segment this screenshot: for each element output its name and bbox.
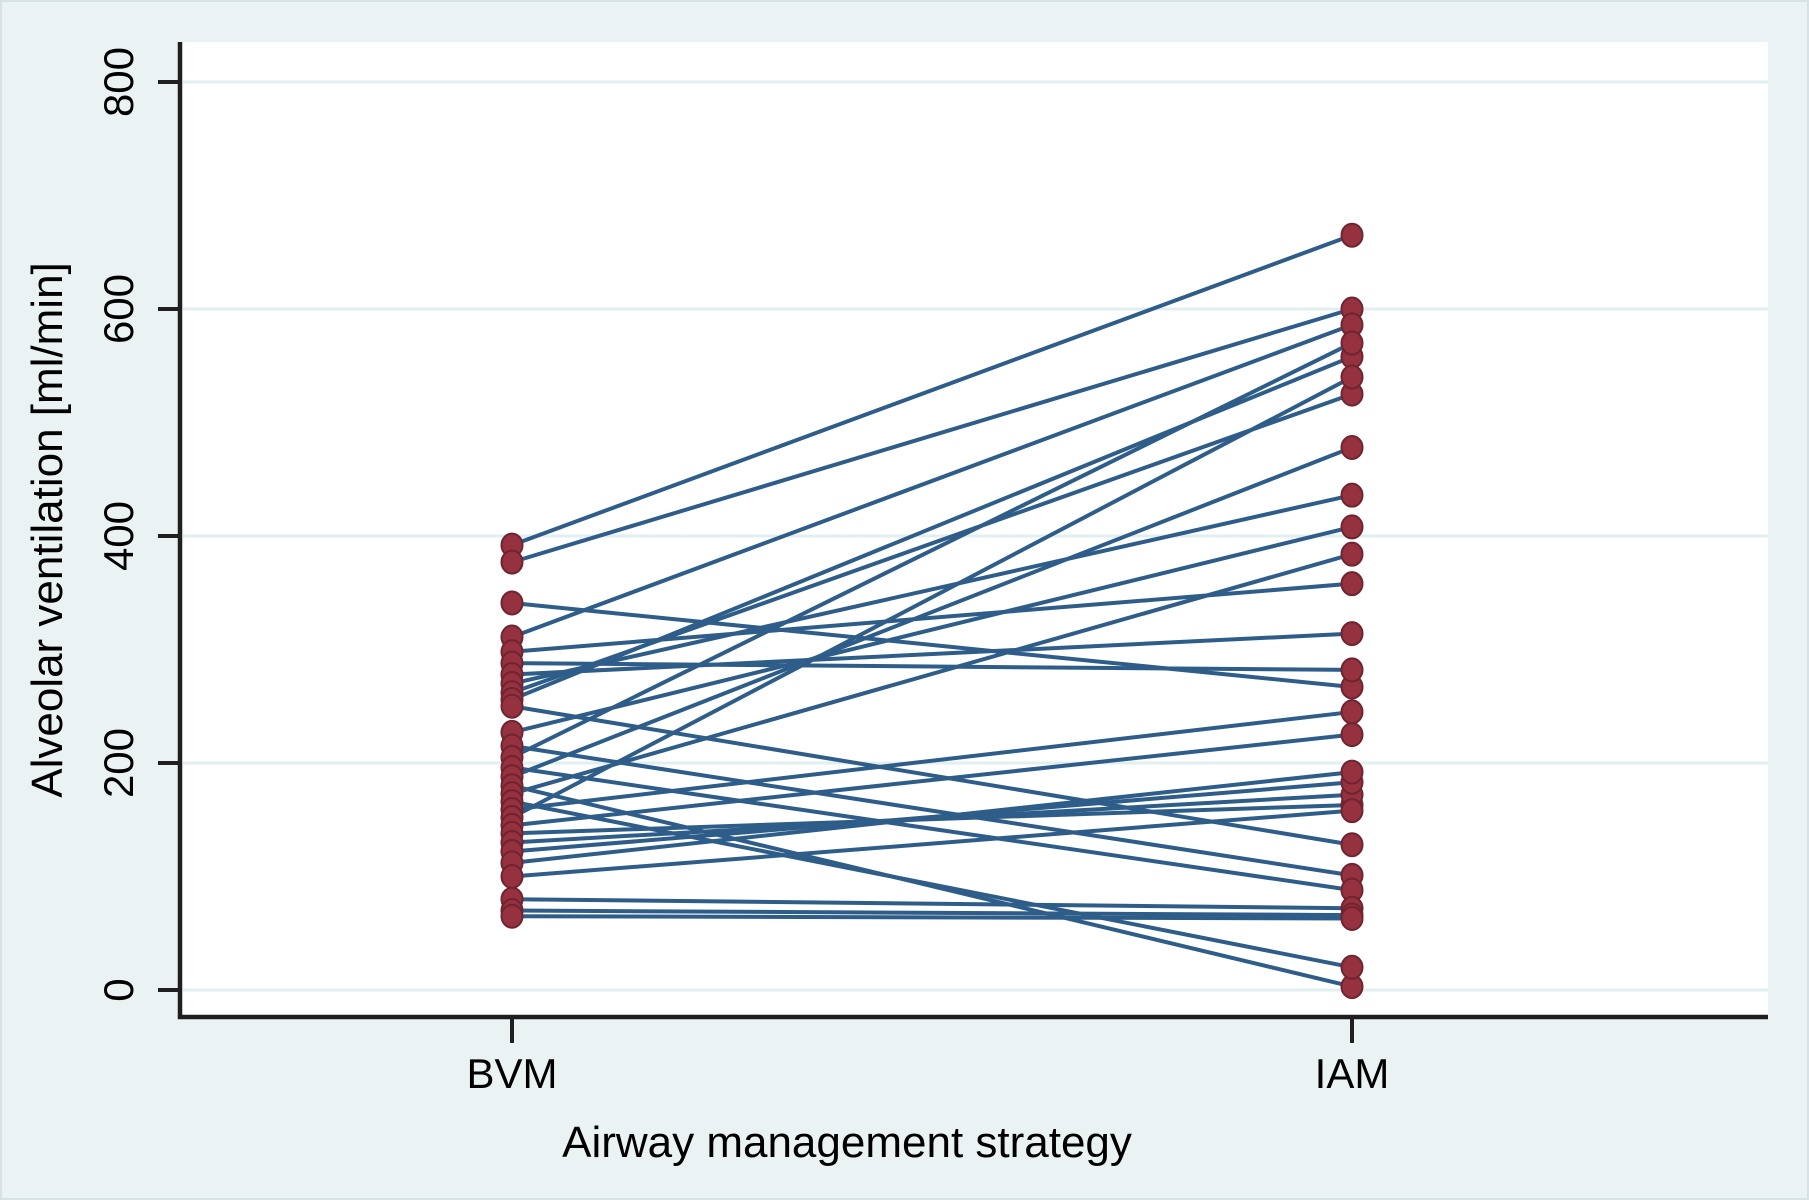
axes-layer bbox=[158, 42, 1768, 1043]
pair-line bbox=[510, 661, 1354, 672]
pair-line bbox=[510, 341, 1354, 760]
pair-line bbox=[510, 709, 1354, 812]
y-axis-title: Alveolar ventilation [ml/min] bbox=[23, 262, 72, 798]
pair-line bbox=[510, 743, 1354, 878]
data-point-iam bbox=[1340, 798, 1364, 824]
pair-line bbox=[510, 524, 1354, 735]
data-point-iam bbox=[1340, 722, 1364, 748]
pair-line bbox=[510, 897, 1354, 911]
x-axis-title: Airway management strategy bbox=[562, 1118, 1132, 1167]
data-point-iam bbox=[1340, 832, 1364, 858]
gridlines-layer bbox=[183, 80, 1768, 992]
data-point-iam bbox=[1340, 434, 1364, 460]
pair-line bbox=[510, 631, 1354, 677]
data-point-iam bbox=[1340, 330, 1364, 356]
pair-line bbox=[510, 233, 1354, 548]
pair-line bbox=[510, 375, 1354, 820]
data-point-iam bbox=[1340, 699, 1364, 725]
y-tick-label: 600 bbox=[95, 274, 142, 344]
pair-line bbox=[510, 914, 1354, 921]
data-point-iam bbox=[1340, 621, 1364, 647]
data-point-iam bbox=[1340, 222, 1364, 248]
x-category-label: BVM bbox=[466, 1050, 557, 1097]
data-point-iam bbox=[1340, 571, 1364, 597]
pair-line bbox=[510, 600, 1354, 689]
pair-line bbox=[510, 765, 1354, 893]
data-point-bvm bbox=[500, 693, 524, 719]
y-tick-label: 400 bbox=[95, 501, 142, 571]
pair-line bbox=[510, 770, 1354, 865]
y-tick-label: 800 bbox=[95, 47, 142, 117]
data-point-bvm bbox=[500, 549, 524, 575]
data-point-iam bbox=[1340, 514, 1364, 540]
pair-line bbox=[510, 908, 1354, 918]
pair-line bbox=[510, 445, 1354, 779]
y-tick-label: 0 bbox=[95, 978, 142, 1001]
pair-line bbox=[510, 808, 1354, 879]
data-point-iam bbox=[1340, 657, 1364, 683]
data-point-iam bbox=[1340, 482, 1364, 508]
pair-line bbox=[510, 552, 1354, 796]
data-points-layer bbox=[500, 222, 1364, 1000]
y-tick-label: 200 bbox=[95, 728, 142, 798]
data-point-iam bbox=[1340, 954, 1364, 980]
data-point-bvm bbox=[500, 590, 524, 616]
data-point-iam bbox=[1340, 364, 1364, 390]
pair-lines-layer bbox=[510, 233, 1354, 989]
data-point-bvm bbox=[500, 903, 524, 929]
data-point-bvm bbox=[500, 864, 524, 889]
pair-line bbox=[510, 732, 1354, 828]
pair-line bbox=[510, 307, 1354, 565]
data-point-iam bbox=[1340, 541, 1364, 567]
pair-line bbox=[510, 493, 1354, 686]
tick-labels-layer: 0 200 400 600 800 BVM IAM bbox=[95, 47, 1389, 1097]
pair-line bbox=[510, 322, 1354, 640]
data-point-iam bbox=[1340, 905, 1364, 931]
x-category-label: IAM bbox=[1315, 1050, 1390, 1097]
axis-lines bbox=[177, 42, 1768, 1020]
data-point-iam bbox=[1340, 759, 1364, 785]
